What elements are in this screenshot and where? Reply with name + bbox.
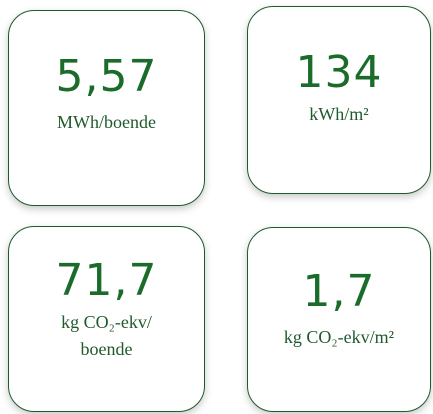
stat-value: 134: [295, 47, 383, 98]
stat-unit: kWh/m²: [309, 104, 369, 124]
stat-card: 71,7 kg CO₂-ekv/ boende: [8, 226, 205, 412]
stat-value: 5,57: [55, 51, 158, 102]
stat-unit: kg CO₂-ekv/ boende: [61, 312, 152, 359]
stat-value: 71,7: [55, 255, 158, 306]
stat-unit: MWh/boende: [57, 112, 156, 132]
stat-unit: kg CO₂-ekv/m²: [283, 327, 395, 347]
stat-card: 134 kWh/m²: [247, 6, 431, 194]
stat-value: 1,7: [302, 266, 376, 317]
stat-card: 1,7 kg CO₂-ekv/m²: [247, 227, 431, 412]
stat-card: 5,57 MWh/boende: [8, 10, 205, 206]
